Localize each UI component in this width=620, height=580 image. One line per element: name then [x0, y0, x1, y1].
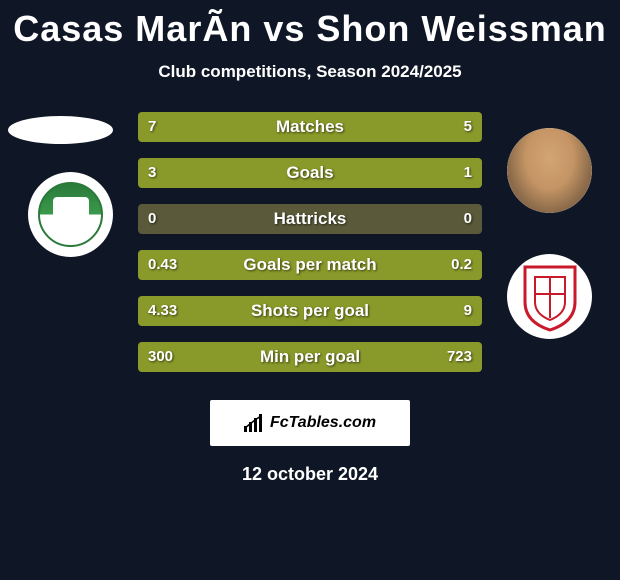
- player1-club-logo: [28, 172, 113, 257]
- stat-label: Matches: [138, 112, 482, 142]
- granada-logo-icon: [520, 262, 580, 332]
- player2-avatar: [507, 128, 592, 213]
- date-label: 12 october 2024: [0, 464, 620, 485]
- stat-row: 7Matches5: [138, 112, 482, 142]
- page-title: Casas MarÃ­n vs Shon Weissman: [0, 0, 620, 50]
- cordoba-logo-icon: [38, 182, 103, 247]
- player1-avatar: [8, 116, 113, 144]
- stat-row: 300Min per goal723: [138, 342, 482, 372]
- stat-value-right: 723: [447, 342, 472, 372]
- subtitle: Club competitions, Season 2024/2025: [0, 62, 620, 82]
- fctables-icon: [244, 414, 264, 432]
- stat-row: 3Goals1: [138, 158, 482, 188]
- stat-row: 4.33Shots per goal9: [138, 296, 482, 326]
- stat-value-right: 0: [464, 204, 472, 234]
- stat-value-right: 5: [464, 112, 472, 142]
- stat-bars: 7Matches5 3Goals1 0Hattricks0 0.43Goals per…: [138, 112, 482, 388]
- player-face-icon: [507, 128, 592, 213]
- brand-label: FcTables.com: [270, 414, 376, 432]
- comparison-chart: 7Matches5 3Goals1 0Hattricks0 0.43Goals per…: [0, 112, 620, 392]
- brand-logo: FcTables.com: [210, 400, 410, 446]
- stat-label: Hattricks: [138, 204, 482, 234]
- stat-value-right: 1: [464, 158, 472, 188]
- stat-row: 0Hattricks0: [138, 204, 482, 234]
- stat-row: 0.43Goals per match0.2: [138, 250, 482, 280]
- stat-label: Min per goal: [138, 342, 482, 372]
- player2-club-logo: [507, 254, 592, 339]
- stat-value-right: 0.2: [451, 250, 472, 280]
- stat-label: Shots per goal: [138, 296, 482, 326]
- stat-value-right: 9: [464, 296, 472, 326]
- stat-label: Goals per match: [138, 250, 482, 280]
- stat-label: Goals: [138, 158, 482, 188]
